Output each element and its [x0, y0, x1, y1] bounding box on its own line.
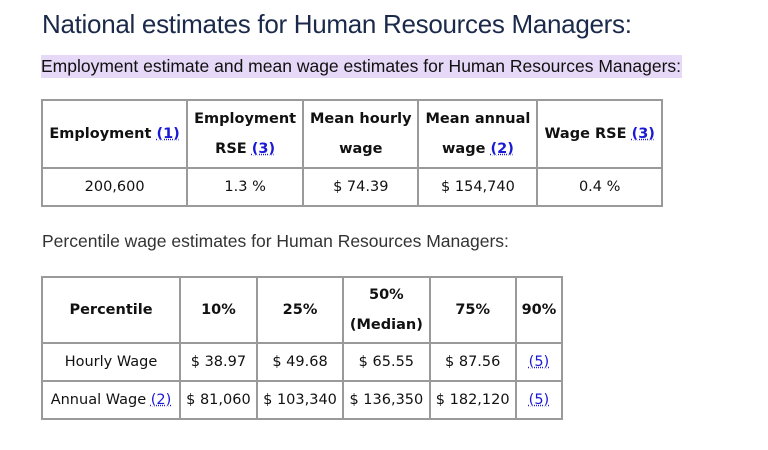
cell-75: $ 182,120	[428, 380, 517, 420]
header-75: 75%	[428, 276, 517, 344]
header-percentile: Percentile	[41, 276, 181, 344]
footnote-link-2[interactable]: (2)	[490, 141, 514, 157]
cell-10: $ 81,060	[179, 380, 258, 420]
row-label: Annual Wage (2)	[41, 380, 181, 420]
cell-25: $ 49.68	[255, 342, 345, 382]
percentile-table: Percentile 10% 25% 50% (Median) 75% 90% H…	[41, 276, 564, 420]
table-row-annual: Annual Wage (2) $ 81,060 $ 103,340 $ 136…	[41, 380, 564, 420]
header-10: 10%	[179, 276, 258, 344]
cell-10: $ 38.97	[179, 342, 258, 382]
mean-hourly-wage-value: $ 74.39	[302, 167, 420, 207]
mean-annual-wage-value: $ 154,740	[417, 167, 539, 207]
page-title: National estimates for Human Resources M…	[42, 9, 632, 39]
footnote-link-3[interactable]: (3)	[631, 126, 655, 142]
percentile-caption: Percentile wage estimates for Human Reso…	[42, 231, 509, 251]
cell-50: $ 65.55	[342, 342, 431, 382]
table-header-row: Percentile 10% 25% 50% (Median) 75% 90%	[41, 276, 564, 344]
row-label: Hourly Wage	[41, 342, 181, 382]
header-mean-annual-wage: Mean annual wage (2)	[417, 99, 539, 169]
header-wage-rse: Wage RSE (3)	[536, 99, 663, 169]
table-header-row: Employment (1) Employment RSE (3) Mean ho…	[40, 99, 663, 169]
footnote-link-1[interactable]: (1)	[156, 126, 180, 142]
table-row-hourly: Hourly Wage $ 38.97 $ 49.68 $ 65.55 $ 87…	[41, 342, 564, 382]
footnote-link-2[interactable]: (2)	[150, 392, 172, 408]
cell-25: $ 103,340	[255, 380, 345, 420]
header-mean-hourly-wage: Mean hourly wage	[302, 99, 420, 169]
cell-90: (5)	[514, 342, 564, 382]
employment-table: Employment (1) Employment RSE (3) Mean ho…	[40, 99, 663, 207]
table-row: 200,600 1.3 % $ 74.39 $ 154,740 0.4 %	[40, 167, 663, 207]
header-employment: Employment (1)	[40, 99, 189, 169]
employment-caption: Employment estimate and mean wage estima…	[41, 55, 683, 78]
cell-90: (5)	[514, 380, 564, 420]
employment-rse-value: 1.3 %	[186, 167, 305, 207]
header-25: 25%	[255, 276, 345, 344]
footnote-link-3[interactable]: (3)	[251, 141, 276, 157]
cell-75: $ 87.56	[428, 342, 517, 382]
footnote-link-5[interactable]: (5)	[528, 354, 550, 370]
header-90: 90%	[514, 276, 564, 344]
footnote-link-5[interactable]: (5)	[528, 392, 550, 408]
cell-50: $ 136,350	[342, 380, 431, 420]
header-employment-rse: Employment RSE (3)	[186, 99, 305, 169]
header-50-median: 50% (Median)	[342, 276, 431, 344]
wage-rse-value: 0.4 %	[536, 167, 663, 207]
employment-value: 200,600	[40, 167, 189, 207]
